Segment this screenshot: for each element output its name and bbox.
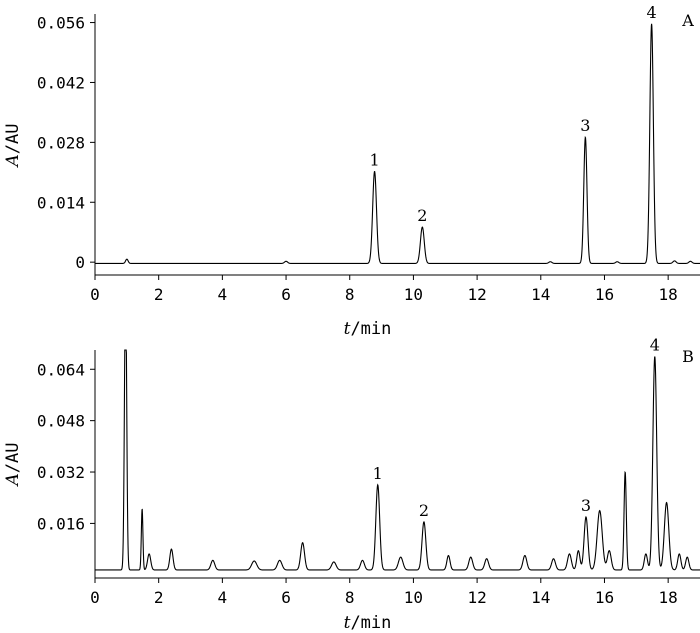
x-tick-label: 10 <box>404 588 423 607</box>
x-tick-label: 18 <box>659 285 678 304</box>
peak-label: 4 <box>650 335 660 354</box>
peak-label: 4 <box>647 3 657 22</box>
x-tick-label: 6 <box>281 285 291 304</box>
panel-letter: A <box>681 11 694 30</box>
x-tick-label: 4 <box>218 285 228 304</box>
y-tick-label: 0 <box>75 253 85 272</box>
x-axis-label: t/min <box>344 319 392 339</box>
x-tick-label: 2 <box>154 588 164 607</box>
peak-label: 1 <box>369 150 379 169</box>
signal-trace <box>95 23 700 264</box>
x-tick-label: 18 <box>659 588 678 607</box>
peak-label: 2 <box>417 206 427 225</box>
y-tick-label: 0.016 <box>37 514 85 533</box>
x-tick-label: 12 <box>467 285 486 304</box>
panel-letter: B <box>682 347 694 366</box>
y-axis-label: A/AU <box>3 124 23 169</box>
peak-label: 3 <box>581 496 591 515</box>
y-tick-label: 0.056 <box>37 14 85 33</box>
panel-a-chromatogram: 0 2 4 6 8 10 12 14 16 1800.0140.0280.0420.0561234… <box>3 3 700 339</box>
y-tick-label: 0.028 <box>37 133 85 152</box>
x-tick-label: 10 <box>404 285 423 304</box>
y-axis-label: A/AU <box>3 443 23 488</box>
y-tick-label: 0.032 <box>37 463 85 482</box>
x-tick-label: 0 <box>90 588 100 607</box>
x-tick-label: 16 <box>595 588 614 607</box>
peak-label: 2 <box>419 501 429 520</box>
y-tick-label: 0.042 <box>37 73 85 92</box>
x-tick-label: 6 <box>281 588 291 607</box>
x-tick-label: 14 <box>531 588 550 607</box>
y-tick-label: 0.064 <box>37 360 85 379</box>
x-tick-label: 8 <box>345 285 355 304</box>
x-tick-label: 14 <box>531 285 550 304</box>
peak-label: 3 <box>580 116 590 135</box>
x-tick-label: 0 <box>90 285 100 304</box>
x-axis-label: t/min <box>344 613 392 633</box>
x-tick-label: 16 <box>595 285 614 304</box>
y-tick-label: 0.048 <box>37 412 85 431</box>
y-tick-label: 0.014 <box>37 193 85 212</box>
x-tick-label: 12 <box>467 588 486 607</box>
x-tick-label: 2 <box>154 285 164 304</box>
x-tick-label: 4 <box>218 588 228 607</box>
x-tick-label: 8 <box>345 588 355 607</box>
peak-label: 1 <box>373 464 383 483</box>
signal-trace <box>95 349 700 571</box>
